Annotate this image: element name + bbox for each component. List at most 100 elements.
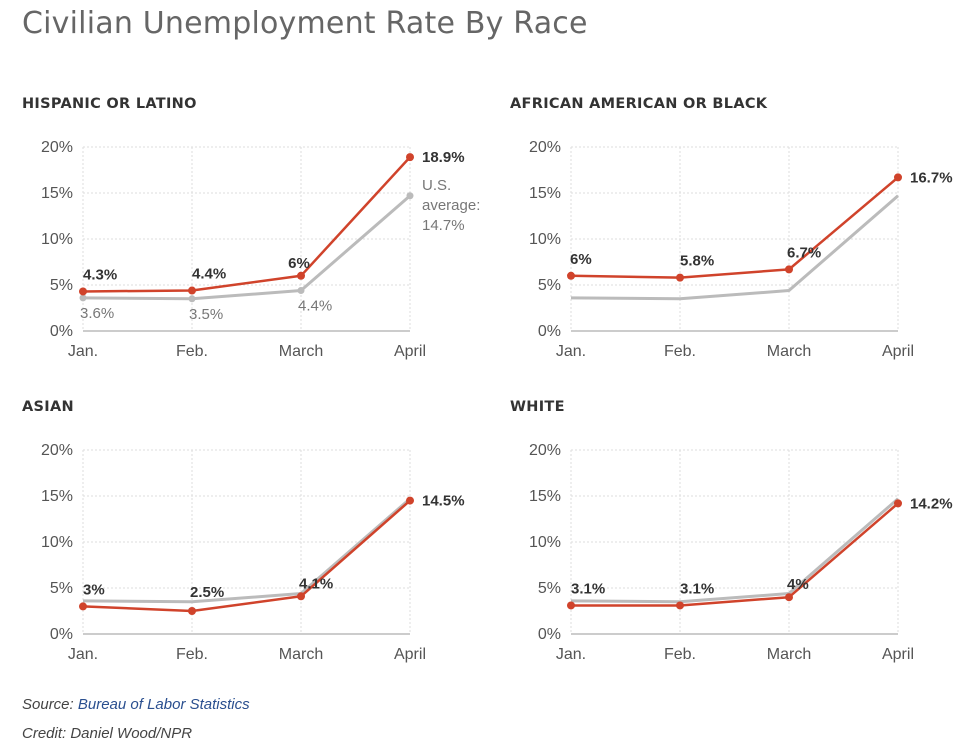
y-tick-label: 5% <box>538 277 561 294</box>
x-tick-label: Feb. <box>664 343 696 360</box>
y-tick-label: 20% <box>529 442 561 459</box>
us-average-data-point <box>79 294 87 302</box>
us-average-value-label: 3.5% <box>189 306 223 323</box>
group-data-point <box>676 601 684 610</box>
group-value-label: 18.9% <box>422 149 465 166</box>
panel-asian: ASIAN 0% 5% 10% 15% 20% Jan. Feb. March April 3% 2… <box>22 399 492 699</box>
x-tick-label: April <box>882 343 914 360</box>
group-value-label: 3.1% <box>680 580 714 597</box>
group-data-point <box>894 173 902 182</box>
group-data-point <box>79 287 87 296</box>
group-value-label: 14.2% <box>910 495 953 512</box>
source-line: Source: Bureau of Labor Statistics <box>22 690 250 719</box>
group-value-label: 4% <box>787 576 809 593</box>
chart-white: 0% 5% 10% 15% 20% Jan. Feb. March April 3.1% 3.1% 4… <box>529 442 953 663</box>
x-tick-label: April <box>882 646 914 663</box>
x-tick-label: April <box>394 343 426 360</box>
y-tick-label: 15% <box>41 488 73 505</box>
panel-african-american-or-black: AFRICAN AMERICAN OR BLACK 0% 5% 10% 15% 20% J… <box>510 96 974 396</box>
x-tick-label: Jan. <box>556 646 586 663</box>
chart-asian: 0% 5% 10% 15% 20% Jan. Feb. March April 3% 2.5% 4.1… <box>41 442 465 663</box>
x-tick-label: Jan. <box>68 646 98 663</box>
panel-hispanic-or-latino: HISPANIC OR LATINO 0% 5% 10% 15% 20% Jan. Feb.… <box>22 96 492 396</box>
group-value-label: 2.5% <box>190 584 224 601</box>
y-tick-label: 15% <box>529 185 561 202</box>
us-average-series-line <box>82 497 411 604</box>
group-data-point <box>676 273 684 282</box>
y-tick-label: 20% <box>41 139 73 156</box>
y-tick-label: 15% <box>529 488 561 505</box>
chart-african-american-or-black: 0% 5% 10% 15% 20% Jan. Feb. March April 6% 5.8% 6.7… <box>529 139 953 360</box>
y-tick-label: 0% <box>538 626 561 643</box>
us-average-data-point <box>188 295 196 303</box>
panel-title: ASIAN <box>22 399 74 415</box>
group-data-point <box>567 271 575 280</box>
group-data-point <box>297 592 305 601</box>
group-value-label: 4.4% <box>192 266 226 283</box>
group-value-label: 3% <box>83 581 105 598</box>
group-data-point <box>188 286 196 295</box>
y-tick-label: 0% <box>50 323 73 340</box>
page-title: Civilian Unemployment Rate By Race <box>22 6 588 41</box>
us-average-label: 14.7% <box>422 217 465 234</box>
y-tick-label: 0% <box>538 323 561 340</box>
x-tick-label: Jan. <box>556 343 586 360</box>
group-data-point <box>297 271 305 280</box>
panel-white: WHITE 0% 5% 10% 15% 20% Jan. Feb. March April 3.1… <box>510 399 974 699</box>
y-tick-label: 5% <box>538 580 561 597</box>
y-tick-label: 10% <box>41 534 73 551</box>
y-tick-label: 15% <box>41 185 73 202</box>
x-tick-label: Jan. <box>68 343 98 360</box>
us-average-data-point <box>406 192 414 200</box>
x-tick-label: Feb. <box>664 646 696 663</box>
us-average-series-line <box>570 497 899 604</box>
group-data-point <box>785 265 793 274</box>
group-series-line <box>570 176 899 279</box>
group-value-label: 5.8% <box>680 253 714 270</box>
us-average-series-line <box>82 194 411 301</box>
y-tick-label: 10% <box>529 534 561 551</box>
x-tick-label: Feb. <box>176 646 208 663</box>
y-tick-label: 5% <box>50 277 73 294</box>
us-average-value-label: 4.4% <box>298 298 332 315</box>
panel-title: WHITE <box>510 399 565 415</box>
group-value-label: 14.5% <box>422 493 465 510</box>
footer: Source: Bureau of Labor Statistics Credi… <box>22 690 250 748</box>
group-value-label: 4.3% <box>83 266 117 283</box>
panel-title: AFRICAN AMERICAN OR BLACK <box>510 96 768 112</box>
group-data-point <box>785 593 793 602</box>
x-tick-label: March <box>767 343 811 360</box>
x-tick-label: March <box>279 646 323 663</box>
group-value-label: 3.1% <box>571 580 605 597</box>
y-tick-label: 10% <box>529 231 561 248</box>
group-data-point <box>406 496 414 505</box>
group-value-label: 6.7% <box>787 244 821 261</box>
y-tick-label: 5% <box>50 580 73 597</box>
group-series-line <box>82 156 411 293</box>
group-value-label: 16.7% <box>910 169 953 186</box>
x-tick-label: Feb. <box>176 343 208 360</box>
us-average-series-line <box>570 194 899 301</box>
group-data-point <box>567 601 575 610</box>
y-tick-label: 20% <box>41 442 73 459</box>
group-value-label: 6% <box>288 255 310 272</box>
credit-line: Credit: Daniel Wood/NPR <box>22 725 193 742</box>
group-series-line <box>571 502 899 607</box>
group-value-label: 6% <box>570 251 592 268</box>
us-average-label: U.S. <box>422 177 451 194</box>
us-average-label: average: <box>422 197 480 214</box>
y-tick-label: 0% <box>50 626 73 643</box>
chart-hispanic-or-latino: 0% 5% 10% 15% 20% Jan. Feb. March April 3.6% 3.5% 4… <box>41 139 480 360</box>
us-average-data-point <box>297 287 305 295</box>
group-series-line <box>82 499 411 613</box>
group-data-point <box>406 153 414 162</box>
x-tick-label: April <box>394 646 426 663</box>
panel-title: HISPANIC OR LATINO <box>22 96 197 112</box>
group-value-label: 4.1% <box>299 575 333 592</box>
source-link[interactable]: Bureau of Labor Statistics <box>77 696 250 713</box>
y-tick-label: 20% <box>529 139 561 156</box>
group-data-point <box>188 607 196 615</box>
x-tick-label: March <box>279 343 323 360</box>
group-data-point <box>79 602 87 611</box>
x-tick-label: March <box>767 646 811 663</box>
